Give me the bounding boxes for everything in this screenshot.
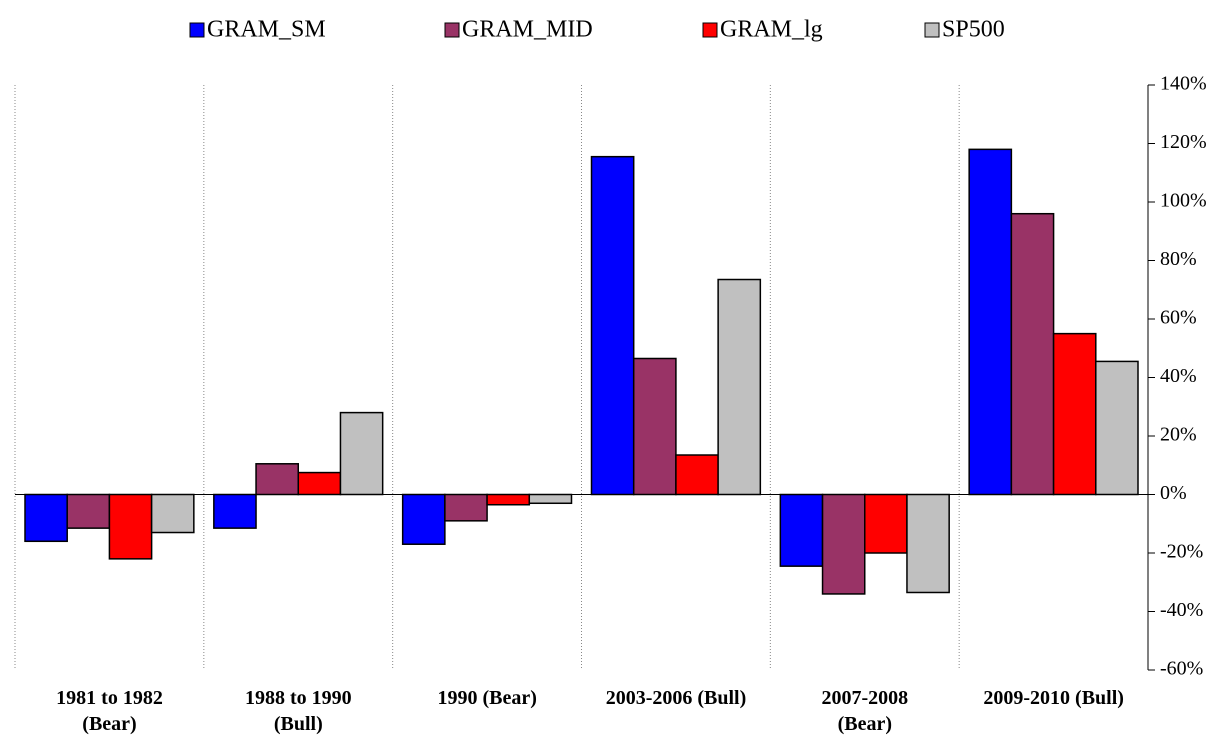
legend-swatch xyxy=(702,22,718,38)
bar xyxy=(632,357,677,496)
bar xyxy=(1095,360,1139,496)
y-tick-label: -20% xyxy=(1160,541,1203,563)
bar xyxy=(590,155,635,496)
x-tick-label: 2003-2006 (Bull) xyxy=(605,687,747,709)
y-tick-label: 100% xyxy=(1160,190,1207,212)
bar xyxy=(1052,332,1097,496)
bar xyxy=(779,493,824,567)
legend-swatch xyxy=(444,22,460,38)
bar xyxy=(444,493,488,522)
bar xyxy=(968,148,1013,496)
bar xyxy=(401,493,446,545)
y-tick-label: 20% xyxy=(1160,424,1197,446)
y-tick-label: -60% xyxy=(1160,658,1203,680)
bar xyxy=(821,493,866,595)
legend-label: SP500 xyxy=(942,17,1005,43)
bar xyxy=(1010,212,1055,496)
y-tick-label: 80% xyxy=(1160,248,1197,270)
bar xyxy=(339,411,384,496)
bar xyxy=(213,493,257,529)
x-tick-label: 2009-2010 (Bull) xyxy=(983,687,1124,709)
x-tick-label: 1988 to 1990 (Bull) xyxy=(244,687,352,735)
x-tick-label: 1981 to 1982 (Bear) xyxy=(56,687,163,735)
bar xyxy=(66,493,111,529)
x-tick-label: 2007-2008 (Bear) xyxy=(821,687,909,735)
bar xyxy=(24,493,68,543)
legend-swatch xyxy=(189,22,205,38)
bar xyxy=(108,493,153,560)
bar xyxy=(255,463,299,496)
y-tick-label: 40% xyxy=(1160,365,1197,387)
bar xyxy=(528,493,573,505)
legend-label: GRAM_lg xyxy=(720,17,823,43)
bar xyxy=(297,471,342,496)
y-tick-label: -40% xyxy=(1160,599,1203,621)
y-tick-label: 140% xyxy=(1160,73,1207,95)
bar xyxy=(906,493,950,594)
bar xyxy=(717,278,762,496)
legend-swatch xyxy=(924,22,940,38)
bar xyxy=(486,493,531,506)
y-tick-label: 120% xyxy=(1160,131,1207,153)
x-tick-label: 1990 (Bear) xyxy=(437,687,537,709)
bar xyxy=(864,493,908,554)
y-tick-label: 0% xyxy=(1160,482,1187,504)
legend-label: GRAM_MID xyxy=(462,17,593,43)
legend-label: GRAM_SM xyxy=(207,17,326,43)
bar xyxy=(150,493,195,534)
bar xyxy=(675,454,719,496)
y-tick-label: 60% xyxy=(1160,307,1197,329)
